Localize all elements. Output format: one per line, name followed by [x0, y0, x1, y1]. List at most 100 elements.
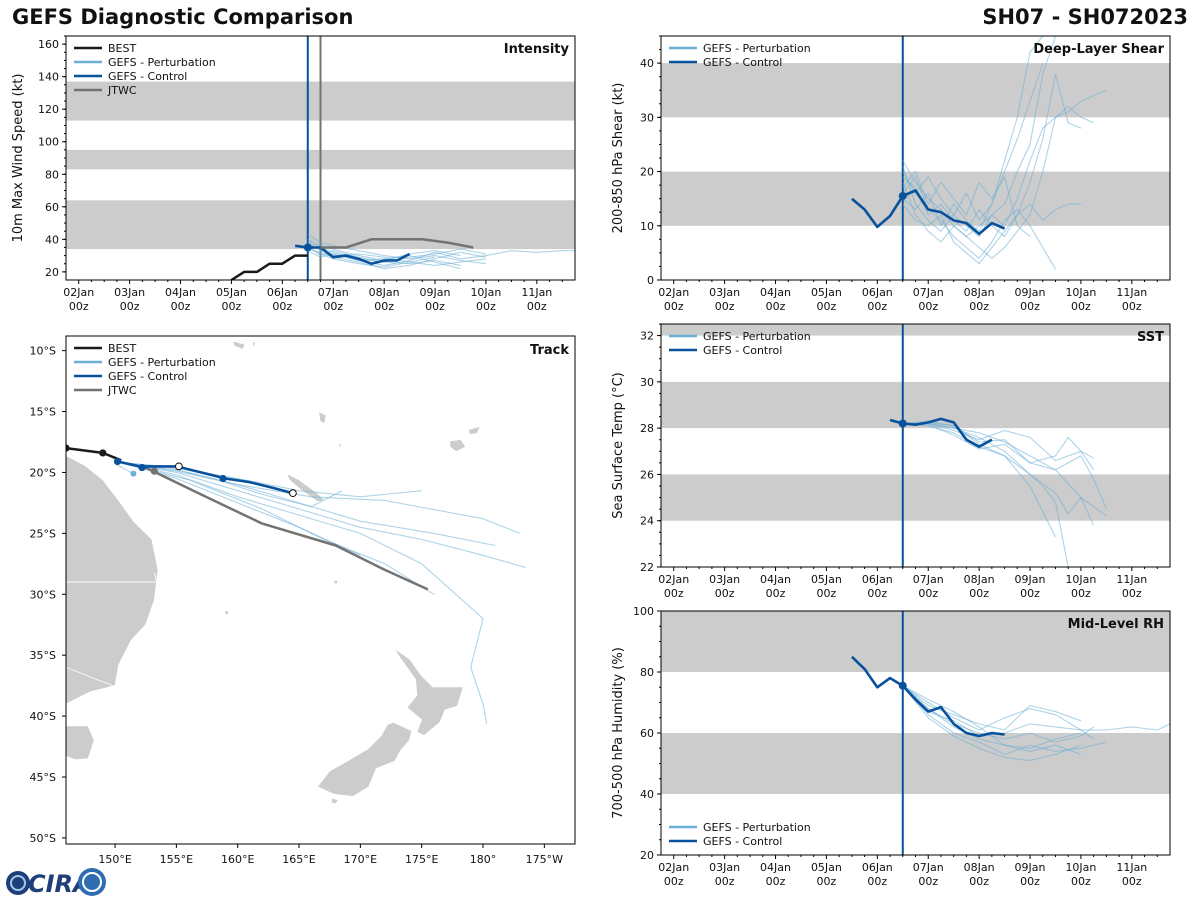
- series-line-gefs-perturbation: [307, 250, 461, 270]
- y-tick-label: 30: [640, 111, 654, 124]
- x-tick-label: 03Jan: [709, 861, 740, 874]
- lat-tick-label: 35°S: [30, 649, 56, 662]
- lon-tick-label: 160°E: [221, 853, 254, 866]
- lat-tick-label: 50°S: [30, 832, 56, 845]
- plot-frame: [65, 335, 576, 845]
- control-init-marker: [898, 419, 907, 428]
- x-tick-label: 00z: [476, 300, 496, 313]
- x-tick-label: 04Jan: [760, 286, 791, 299]
- y-tick-label: 0: [647, 274, 654, 287]
- lon-tick-label: 155°E: [160, 853, 193, 866]
- x-tick-label: 07Jan: [913, 573, 944, 586]
- x-tick-label: 00z: [664, 587, 684, 600]
- track-position-marker: [99, 449, 107, 457]
- x-tick-label: 11Jan: [1116, 573, 1147, 586]
- track-forecast-marker: [174, 462, 183, 471]
- y-tick-label: 20: [640, 166, 654, 179]
- legend-label: GEFS - Control: [703, 344, 782, 357]
- legend-label: GEFS - Control: [108, 70, 187, 83]
- x-tick-label: 08Jan: [964, 861, 995, 874]
- legend-label: GEFS - Perturbation: [703, 42, 811, 55]
- track-position-marker: [150, 467, 158, 475]
- threshold-band: [661, 474, 1170, 521]
- panel-title: Intensity: [504, 42, 570, 57]
- y-tick-label: 80: [640, 666, 654, 679]
- x-tick-label: 05Jan: [811, 861, 842, 874]
- lat-tick-label: 25°S: [30, 527, 56, 540]
- cira-logo: CIRA: [6, 868, 106, 898]
- series-line-gefs-perturbation: [307, 234, 486, 265]
- track-jtwc: [145, 466, 429, 591]
- lat-tick-label: 10°S: [30, 345, 56, 358]
- series-line-gefs-perturbation: [902, 685, 1082, 762]
- legend-label: GEFS - Control: [703, 56, 782, 69]
- land-norfolk: [334, 580, 338, 584]
- x-tick-label: 00z: [766, 587, 786, 600]
- track-gefs-perturbation: [121, 462, 521, 534]
- x-tick-label: 00z: [664, 300, 684, 313]
- threshold-band: [661, 324, 1170, 336]
- y-tick-label: 120: [38, 103, 59, 116]
- x-tick-label: 07Jan: [913, 861, 944, 874]
- y-tick-label: 20: [45, 266, 59, 279]
- y-tick-label: 20: [640, 849, 654, 862]
- x-tick-label: 08Jan: [369, 286, 400, 299]
- x-tick-label: 11Jan: [1116, 286, 1147, 299]
- track-gefs-control: [117, 460, 294, 495]
- x-tick-label: 08Jan: [964, 286, 995, 299]
- series-line-gefs-perturbation: [902, 171, 1031, 238]
- threshold-band: [661, 611, 1170, 672]
- y-tick-label: 32: [640, 330, 654, 343]
- x-tick-label: 11Jan: [521, 286, 552, 299]
- y-tick-label: 100: [38, 136, 59, 149]
- x-tick-label: 00z: [1071, 300, 1091, 313]
- series-line-gefs-perturbation: [902, 685, 1095, 743]
- x-tick-label: 06Jan: [267, 286, 298, 299]
- state-border: [66, 666, 113, 687]
- x-tick-label: 08Jan: [964, 573, 995, 586]
- x-tick-label: 00z: [969, 587, 989, 600]
- x-tick-label: 02Jan: [63, 286, 94, 299]
- series-line-gefs-perturbation: [902, 685, 1107, 755]
- x-tick-label: 00z: [867, 300, 887, 313]
- x-tick-label: 09Jan: [1015, 573, 1046, 586]
- legend-label: GEFS - Perturbation: [108, 356, 216, 369]
- series-line-gefs-perturbation: [902, 73, 1082, 265]
- series-line-gefs-perturbation: [902, 89, 1107, 259]
- storm-id-title: SH07 - SH072023: [982, 5, 1188, 29]
- x-tick-label: 00z: [272, 300, 292, 313]
- x-tick-label: 04Jan: [165, 286, 196, 299]
- panel-title: Deep-Layer Shear: [1033, 42, 1164, 57]
- track-position-marker: [113, 457, 122, 466]
- x-tick-label: 00z: [1020, 300, 1040, 313]
- track-forecast-marker: [289, 489, 297, 498]
- track-gefs-perturbation: [121, 462, 435, 595]
- series-line-jtwc: [320, 238, 474, 249]
- x-tick-label: 00z: [222, 300, 242, 313]
- x-tick-label: 05Jan: [216, 286, 247, 299]
- y-tick-label: 26: [640, 468, 654, 481]
- x-tick-label: 00z: [817, 300, 837, 313]
- land-lord-howe: [225, 611, 229, 615]
- threshold-band: [661, 63, 1170, 118]
- x-tick-label: 00z: [425, 300, 445, 313]
- x-tick-label: 00z: [171, 300, 191, 313]
- legend-label: BEST: [108, 42, 136, 55]
- track-best: [66, 446, 122, 462]
- x-tick-label: 00z: [715, 300, 735, 313]
- x-tick-label: 00z: [1122, 587, 1142, 600]
- series-line-gefs-perturbation: [902, 421, 1069, 567]
- x-tick-label: 00z: [766, 300, 786, 313]
- threshold-band: [661, 381, 1170, 429]
- series-line-gefs-control: [889, 417, 993, 448]
- x-tick-label: 00z: [867, 587, 887, 600]
- series-line-gefs-control: [294, 244, 411, 265]
- series-line-gefs-perturbation: [902, 420, 1107, 510]
- land-vanuatu-efate: [337, 442, 343, 450]
- y-tick-label: 40: [45, 233, 59, 246]
- series-line-gefs-perturbation: [902, 62, 1044, 232]
- land-stewart-island: [330, 797, 339, 805]
- y-axis-label: 200-850 hPa Shear (kt): [611, 83, 626, 234]
- y-tick-label: 100: [633, 605, 654, 618]
